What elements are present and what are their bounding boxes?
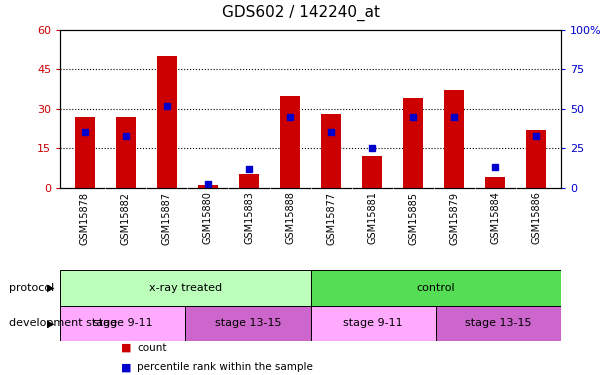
Text: development stage: development stage (9, 318, 117, 328)
Text: GSM15879: GSM15879 (449, 192, 459, 244)
Text: GSM15881: GSM15881 (367, 192, 377, 244)
Text: GSM15877: GSM15877 (326, 192, 336, 245)
Bar (198, 185, 218, 188)
Text: x-ray treated: x-ray treated (149, 283, 222, 293)
Bar (321, 114, 341, 188)
Bar (157, 56, 177, 188)
Bar (485, 177, 505, 188)
Text: stage 9-11: stage 9-11 (93, 318, 153, 328)
Text: GSM15880: GSM15880 (203, 192, 213, 244)
Bar (280, 96, 300, 188)
Bar (60, 306, 186, 341)
Text: GSM15883: GSM15883 (244, 192, 254, 244)
Text: control: control (416, 283, 455, 293)
Bar (60, 270, 311, 306)
Bar (435, 306, 561, 341)
Text: GSM15878: GSM15878 (80, 192, 90, 244)
Text: ■: ■ (121, 343, 131, 353)
Text: GSM15887: GSM15887 (162, 192, 172, 244)
Text: GSM15886: GSM15886 (531, 192, 541, 244)
Bar (116, 117, 136, 188)
Text: count: count (137, 343, 167, 353)
Text: GSM15885: GSM15885 (408, 192, 418, 244)
Bar (186, 306, 311, 341)
Text: stage 13-15: stage 13-15 (465, 318, 531, 328)
Text: ■: ■ (121, 363, 131, 372)
Text: stage 13-15: stage 13-15 (215, 318, 281, 328)
Text: GDS602 / 142240_at: GDS602 / 142240_at (223, 5, 380, 21)
Text: GSM15884: GSM15884 (490, 192, 500, 244)
Text: protocol: protocol (9, 283, 54, 293)
Bar (444, 90, 464, 188)
Text: stage 9-11: stage 9-11 (343, 318, 403, 328)
Text: GSM15882: GSM15882 (121, 192, 131, 244)
Bar (403, 98, 423, 188)
Bar (75, 117, 95, 188)
Text: ▶: ▶ (47, 283, 54, 293)
Bar (362, 156, 382, 188)
Bar (311, 306, 435, 341)
Text: ▶: ▶ (47, 318, 54, 328)
Bar (526, 130, 546, 188)
Text: percentile rank within the sample: percentile rank within the sample (137, 363, 314, 372)
Text: GSM15888: GSM15888 (285, 192, 295, 244)
Bar (311, 270, 561, 306)
Bar (239, 174, 259, 188)
